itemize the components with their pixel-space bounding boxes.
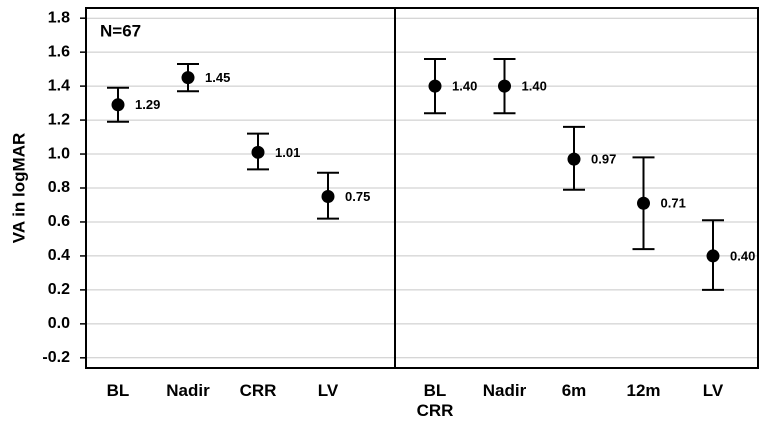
point <box>567 152 581 166</box>
y-tick-label: 1.4 <box>48 77 70 94</box>
point <box>637 196 650 210</box>
point <box>251 145 265 159</box>
x-tick-label: CRR <box>239 381 277 400</box>
value-label: 0.71 <box>661 196 686 211</box>
x-tick-label: LV <box>702 381 724 400</box>
y-tick-label: 1.6 <box>48 43 70 60</box>
value-label: 0.40 <box>730 248 755 263</box>
value-label: 1.40 <box>452 79 477 94</box>
value-label: 0.97 <box>591 152 616 167</box>
y-tick-label: 0.0 <box>48 315 70 332</box>
value-label: 1.40 <box>522 79 547 94</box>
point <box>321 189 335 203</box>
x-tick-label: Nadir <box>482 381 527 400</box>
annotation: N=67 <box>100 21 141 40</box>
y-tick-label: 0.4 <box>48 247 70 264</box>
value-label: 0.75 <box>345 189 370 204</box>
point <box>111 98 125 112</box>
plot-frame <box>85 7 759 369</box>
x-tick-label: BL <box>106 381 130 400</box>
x-tick-label: BL CRR <box>416 381 454 420</box>
y-tick-label: -0.2 <box>42 349 70 366</box>
y-tick-label: 0.2 <box>48 281 70 298</box>
point <box>181 71 195 85</box>
y-tick-label: 1.2 <box>48 111 70 128</box>
y-axis-label: VA in logMAR <box>9 133 28 243</box>
point <box>498 79 511 93</box>
x-tick-label: 6m <box>561 381 587 400</box>
point <box>428 79 442 93</box>
point <box>706 249 720 263</box>
value-label: 1.29 <box>135 97 160 112</box>
value-label: 1.45 <box>205 70 230 85</box>
value-label: 1.01 <box>275 145 300 160</box>
y-tick-label: 1.8 <box>48 9 70 26</box>
y-tick-label: 0.6 <box>48 213 70 230</box>
y-tick-label: 1.0 <box>48 145 70 162</box>
x-tick-label: LV <box>317 381 339 400</box>
x-tick-label: 12m <box>626 381 661 400</box>
x-tick-label: Nadir <box>166 381 210 400</box>
y-tick-label: 0.8 <box>48 179 70 196</box>
